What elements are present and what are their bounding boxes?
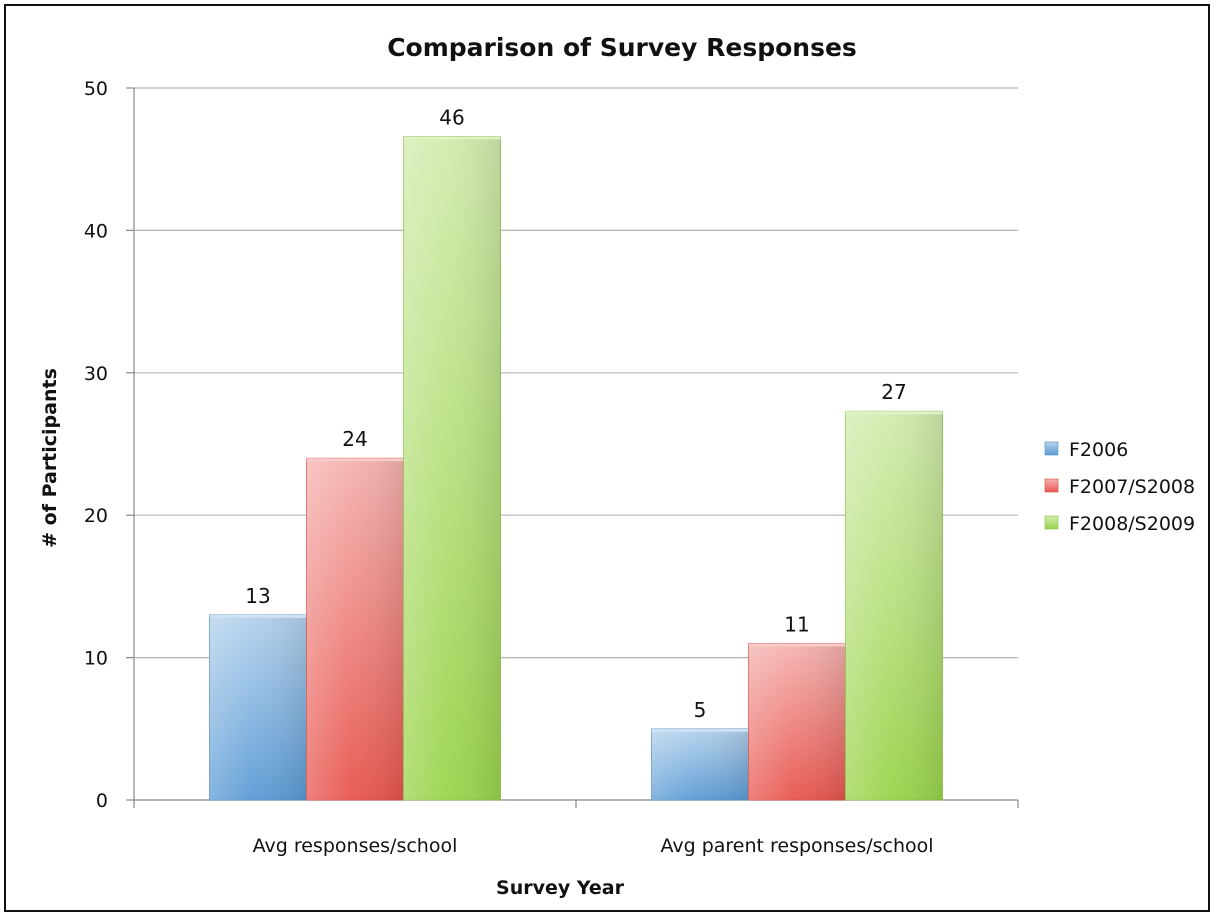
bar-cap xyxy=(403,136,501,140)
bar-highlight xyxy=(748,643,846,800)
x-category-label: Avg responses/school xyxy=(253,835,458,857)
x-category-label: Avg parent responses/school xyxy=(660,835,933,857)
data-labels: 13 24 46 5 11 27 xyxy=(245,105,906,721)
data-label: 27 xyxy=(881,380,906,404)
legend-label: F2006 xyxy=(1069,439,1128,461)
bar-cap xyxy=(748,643,846,647)
y-tick-label: 50 xyxy=(84,78,108,100)
data-label: 11 xyxy=(784,612,809,636)
bar-highlight xyxy=(209,614,307,800)
y-tick-label: 10 xyxy=(84,648,108,670)
bar-cap xyxy=(306,458,404,462)
data-label: 5 xyxy=(694,698,707,722)
y-tick-label: 40 xyxy=(84,220,108,242)
legend: F2006 F2007/S2008 F2008/S2009 xyxy=(1044,439,1195,535)
data-label: 24 xyxy=(342,427,367,451)
bar-highlight xyxy=(306,458,404,800)
bar-cap xyxy=(651,728,749,732)
bar-highlight xyxy=(651,728,749,800)
legend-swatch xyxy=(1044,441,1059,456)
bar-cap xyxy=(209,614,307,618)
y-axis-title: # of Participants xyxy=(39,368,61,548)
bars xyxy=(209,136,943,801)
legend-label: F2008/S2009 xyxy=(1069,513,1195,535)
bar-cap xyxy=(845,411,943,415)
y-tick-label: 0 xyxy=(96,790,108,812)
chart-frame xyxy=(4,4,1210,912)
legend-swatch xyxy=(1044,478,1059,493)
y-tick-label: 30 xyxy=(84,363,108,385)
legend-label: F2007/S2008 xyxy=(1069,476,1195,498)
chart-title: Comparison of Survey Responses xyxy=(387,33,857,62)
data-label: 13 xyxy=(245,584,270,608)
data-label: 46 xyxy=(439,105,464,129)
y-tick-label: 20 xyxy=(84,505,108,527)
bar-highlight xyxy=(403,136,501,800)
legend-swatch xyxy=(1044,515,1059,530)
bar-highlight xyxy=(845,411,943,800)
x-axis-title: Survey Year xyxy=(496,877,625,899)
axes: 0 10 20 30 40 50 Avg responses/school Avg paren… xyxy=(84,78,1019,857)
